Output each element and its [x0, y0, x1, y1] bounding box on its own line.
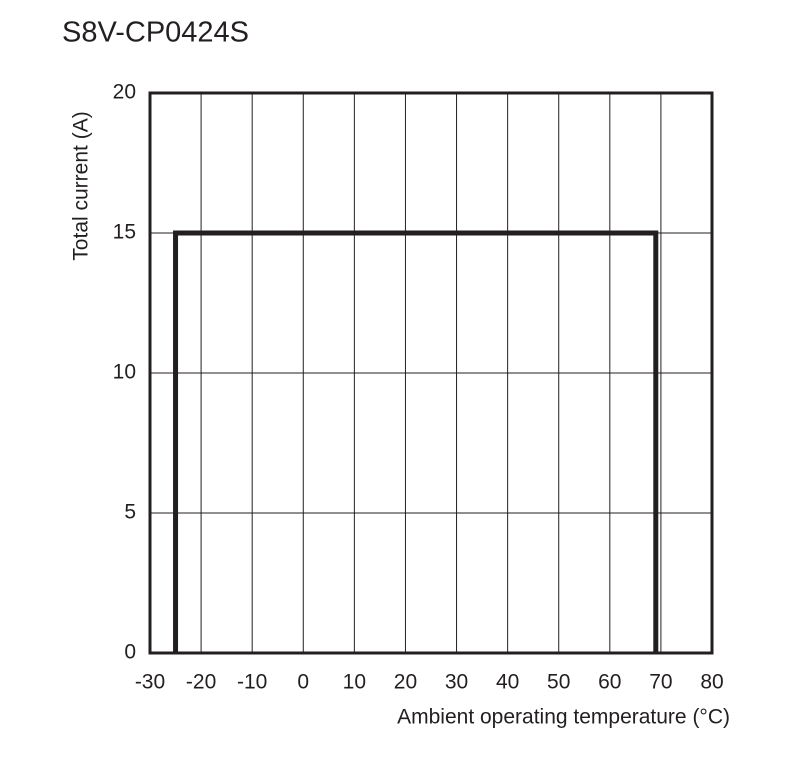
- x-tick-label: 20: [394, 671, 417, 694]
- x-tick-label: 10: [343, 671, 366, 694]
- x-tick-label: 70: [649, 671, 672, 694]
- x-tick-label: -10: [237, 671, 267, 694]
- x-tick-label: -30: [135, 671, 165, 694]
- x-tick-label: 50: [547, 671, 570, 694]
- y-tick-label: 20: [113, 81, 136, 104]
- y-tick-label: 15: [113, 221, 136, 244]
- y-tick-label: 5: [124, 501, 136, 524]
- x-tick-label: -20: [186, 671, 216, 694]
- x-tick-label: 30: [445, 671, 468, 694]
- x-tick-label: 40: [496, 671, 519, 694]
- y-tick-label: 10: [113, 361, 136, 384]
- plot-frame: [148, 91, 714, 655]
- x-axis-label: Ambient operating temperature (°C): [397, 706, 730, 729]
- chart-title: S8V-CP0424S: [62, 17, 249, 49]
- x-tick-label: 0: [297, 671, 309, 694]
- y-tick-label: 0: [124, 641, 136, 664]
- x-tick-label: 80: [700, 671, 723, 694]
- series-line: [173, 230, 659, 653]
- x-tick-label: 60: [598, 671, 621, 694]
- y-axis-label: Total current (A): [70, 111, 93, 260]
